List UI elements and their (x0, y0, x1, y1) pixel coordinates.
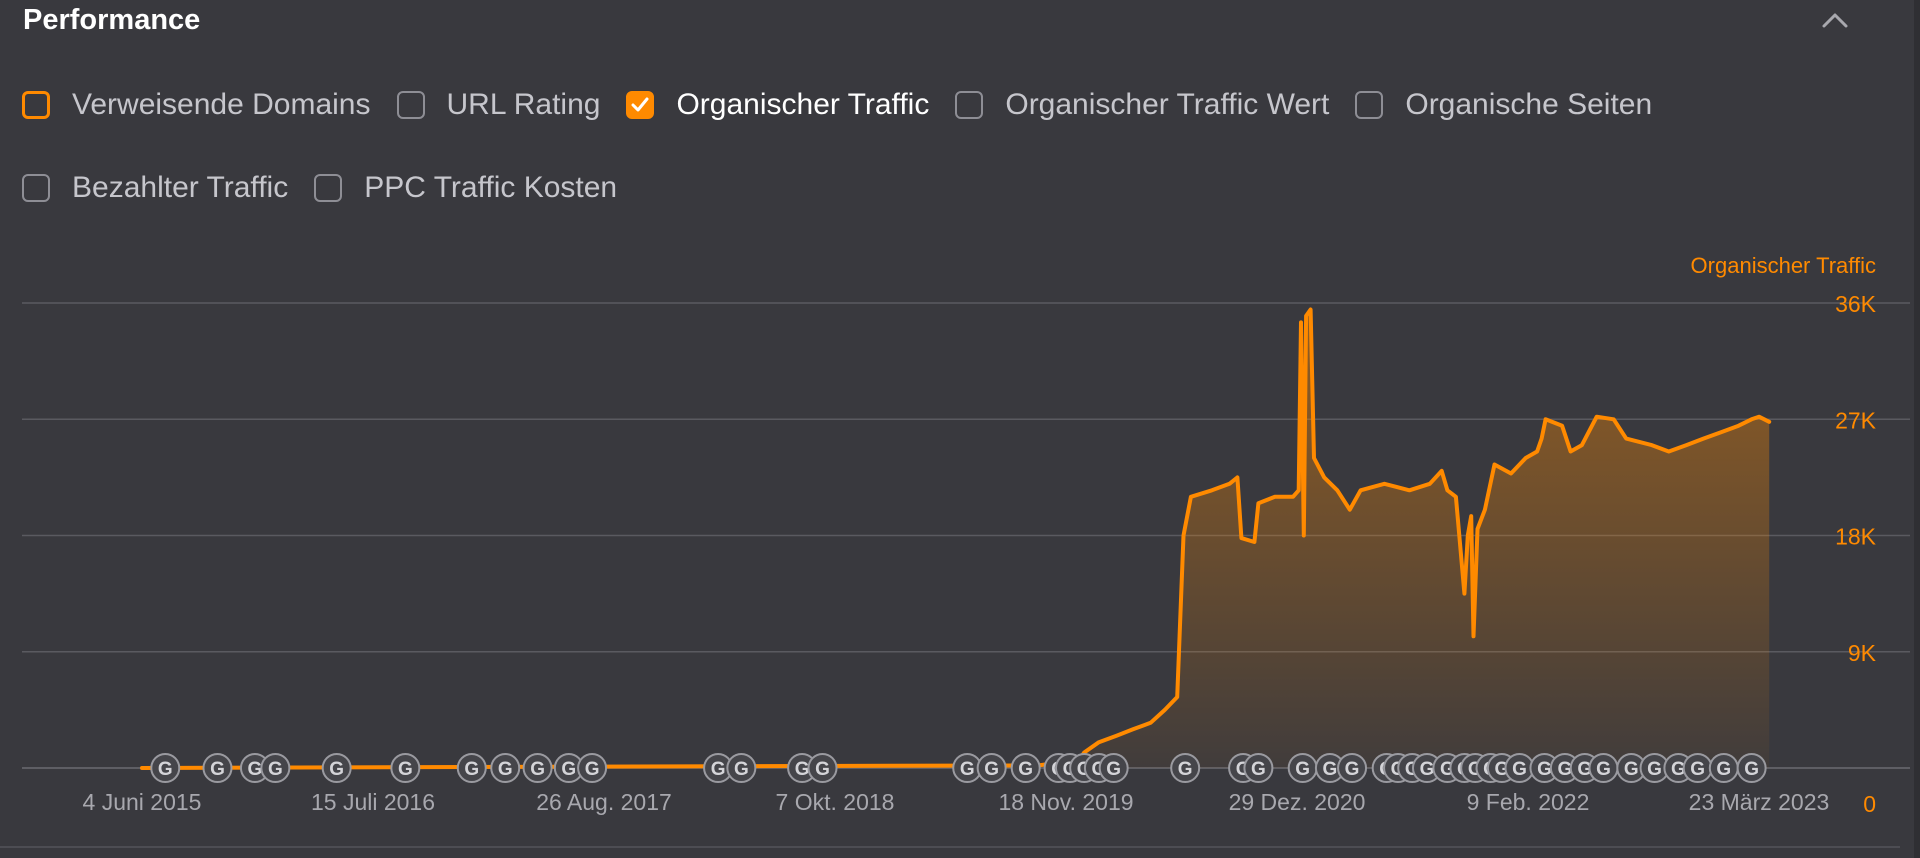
google-update-icon-glyph: G (1558, 759, 1573, 780)
y-tick-label: 27K (1835, 407, 1877, 433)
google-update-icon (150, 753, 181, 783)
y-tick-label: 18K (1835, 524, 1877, 550)
google-update-icon-glyph: G (210, 759, 225, 780)
google-update-icon-glyph: G (498, 759, 513, 780)
x-tick-label: 26 Aug. 2017 (536, 789, 672, 815)
divider (0, 846, 1900, 848)
checkbox-organischer-traffic-wert[interactable] (955, 91, 984, 119)
google-update-icon-glyph: G (530, 759, 545, 780)
checkbox-bezahlter-traffic[interactable] (22, 174, 50, 202)
google-update-icon (260, 753, 291, 783)
chevron-up-icon[interactable] (1820, 8, 1850, 32)
google-update-icon-glyph: G (1744, 759, 1759, 780)
google-update-icon-glyph: G (464, 759, 479, 780)
toggle-organischer-traffic[interactable]: Organischer Traffic (626, 88, 929, 122)
y-tick-label: 36K (1835, 291, 1877, 317)
toggle-label: Organische Seiten (1405, 88, 1653, 121)
toggle-ppc-traffic-kosten[interactable]: PPC Traffic Kosten (314, 171, 617, 205)
checkbox-verweisende-domains[interactable] (22, 91, 50, 119)
google-update-icon (490, 753, 521, 783)
google-update-icon-glyph: G (1671, 759, 1686, 780)
x-tick-label: 15 Juli 2016 (311, 789, 435, 815)
google-update-icon-glyph: G (1018, 759, 1033, 780)
metric-toggles-row-2: Bezahlter Traffic PPC Traffic Kosten (22, 171, 643, 205)
google-update-icon (390, 753, 421, 783)
google-update-icon-glyph: G (960, 759, 975, 780)
check-icon (631, 97, 649, 112)
google-update-icon-glyph: G (795, 759, 810, 780)
google-update-icon-glyph: G (561, 759, 576, 780)
series-area (142, 309, 1770, 768)
checkbox-organischer-traffic[interactable] (626, 91, 655, 119)
google-update-icon (976, 753, 1007, 783)
google-update-icon (1010, 753, 1041, 783)
google-update-icon-glyph: G (1323, 759, 1338, 780)
series-line (140, 307, 1772, 770)
toggle-label: Organischer Traffic (676, 88, 930, 121)
google-update-icon-glyph: G (1420, 759, 1435, 780)
metric-toggles-row-1: Verweisende Domains URL Rating Organisch… (22, 88, 1678, 122)
google-update-icon (1243, 753, 1274, 783)
toggle-organische-seiten[interactable]: Organische Seiten (1355, 88, 1652, 122)
google-update-icon-glyph: G (329, 759, 344, 780)
checkbox-ppc-traffic-kosten[interactable] (314, 174, 343, 202)
google-update-icon (522, 753, 553, 783)
google-update-icon (202, 753, 233, 783)
google-update-icon-glyph: G (585, 759, 600, 780)
series-axis-label: Organischer Traffic (1690, 253, 1876, 278)
google-update-icon-glyph: G (1537, 759, 1552, 780)
toggle-label: Organischer Traffic Wert (1005, 88, 1330, 121)
google-update-icon-glyph: G (1251, 759, 1266, 780)
google-update-icon (577, 753, 608, 783)
google-update-icon-glyph: G (1577, 759, 1592, 780)
google-update-icon (1098, 753, 1129, 783)
google-update-icon-glyph: G (984, 759, 999, 780)
toggle-label: Verweisende Domains (72, 88, 371, 121)
y-tick-label: 9K (1848, 640, 1877, 666)
google-update-icon (321, 753, 352, 783)
google-update-icon-glyph: G (1647, 759, 1662, 780)
google-update-icon-glyph: G (1295, 759, 1310, 780)
google-update-icon-glyph: G (1345, 759, 1360, 780)
toggle-label: PPC Traffic Kosten (364, 171, 618, 204)
google-update-icon-glyph: G (158, 759, 173, 780)
google-update-icon (1337, 753, 1368, 783)
google-update-icon-glyph: G (1690, 759, 1705, 780)
google-update-icon-glyph: G (268, 759, 283, 780)
x-tick-label: 4 Juni 2015 (83, 789, 202, 815)
toggle-label: Bezahlter Traffic (72, 171, 289, 204)
google-update-icon-glyph: G (711, 759, 726, 780)
google-update-icon-glyph: G (398, 759, 413, 780)
x-tick-label: 18 Nov. 2019 (998, 789, 1133, 815)
toggle-url-rating[interactable]: URL Rating (396, 88, 601, 122)
google-update-icon (456, 753, 487, 783)
google-update-icon-glyph: G (815, 759, 830, 780)
checkbox-organische-seiten[interactable] (1355, 91, 1384, 119)
section-title: Performance (23, 4, 201, 36)
x-tick-label: 7 Okt. 2018 (776, 789, 895, 815)
checkbox-url-rating[interactable] (396, 91, 425, 119)
google-update-icon-glyph: G (1178, 759, 1193, 780)
google-update-icon-glyph: G (1106, 759, 1121, 780)
google-update-icon (1736, 753, 1767, 783)
google-update-icon-glyph: G (1512, 759, 1527, 780)
google-update-icon-glyph: G (1716, 759, 1731, 780)
google-update-icon (807, 753, 838, 783)
y-tick-label: 0 (1863, 791, 1876, 817)
x-tick-label: 9 Feb. 2022 (1467, 789, 1590, 815)
x-tick-label: 29 Dez. 2020 (1229, 789, 1366, 815)
google-update-icon-glyph: G (248, 759, 263, 780)
google-update-icon (726, 753, 757, 783)
toggle-label: URL Rating (446, 88, 601, 121)
google-update-icon-glyph: G (1624, 759, 1639, 780)
google-update-icon-glyph: G (734, 759, 749, 780)
google-update-icon-glyph: G (1596, 759, 1611, 780)
x-tick-label: 23 März 2023 (1689, 789, 1830, 815)
toggle-verweisende-domains[interactable]: Verweisende Domains (22, 88, 371, 122)
scrollbar[interactable] (1914, 0, 1920, 858)
toggle-bezahlter-traffic[interactable]: Bezahlter Traffic (22, 171, 288, 205)
toggle-organischer-traffic-wert[interactable]: Organischer Traffic Wert (955, 88, 1329, 122)
google-update-icon (1170, 753, 1201, 783)
